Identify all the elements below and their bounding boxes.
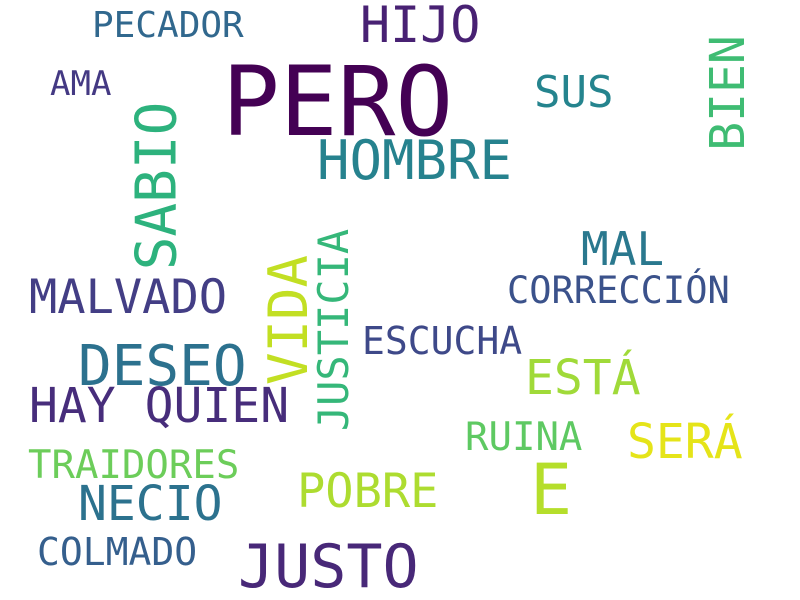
word-colmado: COLMADO (37, 530, 198, 574)
word-justicia: JUSTICIA (309, 228, 359, 432)
word-traidores: TRAIDORES (28, 443, 240, 488)
word-ruina: RUINA (465, 415, 583, 460)
word-ama: AMA (50, 64, 112, 104)
word-hay-quien: HAY QUIEN (29, 378, 290, 434)
word-vida: VIDA (257, 254, 321, 386)
word-correccion: CORRECCIÓN (507, 269, 730, 312)
word-deseo: DESEO (78, 334, 247, 399)
word-necio: NECIO (78, 476, 223, 532)
word-sera: SERÁ (627, 414, 743, 470)
word-malvado: MALVADO (29, 270, 228, 325)
word-sus: SUS (534, 67, 614, 118)
word-escucha: ESCUCHA (362, 319, 523, 363)
word-mal: MAL (581, 222, 665, 276)
word-hijo: HIJO (360, 0, 481, 54)
word-bien: BIEN (699, 35, 756, 151)
word-justo: JUSTO (238, 532, 419, 600)
word-pobre: POBRE (297, 464, 439, 519)
word-pecador: PECADOR (92, 5, 244, 46)
word-hombre: HOMBRE (317, 129, 513, 192)
word-e: E (530, 449, 573, 531)
word-sabio: SABIO (124, 101, 190, 271)
word-pero: PERO (222, 46, 454, 158)
word-esta: ESTÁ (525, 350, 641, 406)
